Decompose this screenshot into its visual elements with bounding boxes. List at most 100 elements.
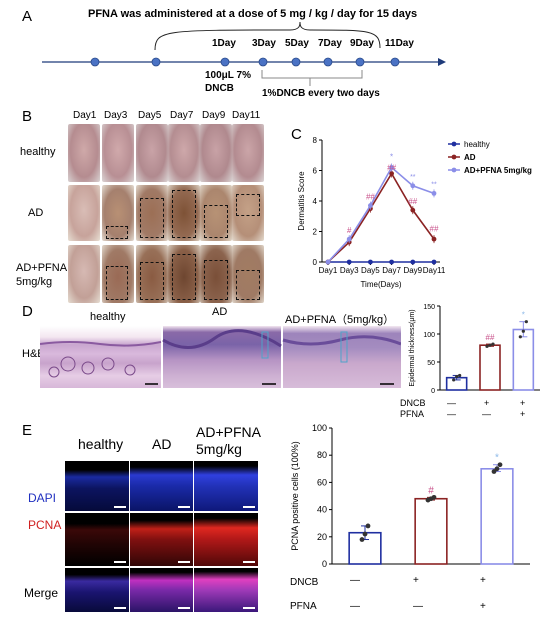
significance-star: * — [390, 152, 393, 161]
series-point — [325, 259, 331, 265]
data-point — [485, 344, 489, 348]
bar — [512, 328, 535, 391]
fl-merge-ad — [130, 568, 193, 612]
fl-merge-pfna — [194, 568, 258, 612]
e-col-ad: AD — [152, 436, 172, 452]
e-row-merge: Merge — [24, 586, 59, 600]
timeline-dot — [220, 57, 230, 67]
fl-merge-healthy — [65, 568, 129, 612]
photo-healthy-day7 — [168, 124, 200, 182]
fl-pcna-ad — [130, 513, 193, 566]
data-point — [524, 320, 528, 324]
day-label-7: 7Day — [318, 38, 342, 49]
dncb-repeat-note: 1%DNCB every two days — [262, 88, 380, 99]
series-point — [368, 259, 373, 265]
series-line — [327, 171, 435, 263]
series-point — [431, 190, 437, 196]
dncb-first-dose: 100μL 7% — [205, 70, 251, 81]
panel-c-label: C — [291, 126, 302, 143]
row-ad-pfna: AD+PFNA — [16, 262, 68, 274]
y-tick-label: 8 — [313, 136, 318, 145]
significance-mark: # — [347, 226, 352, 235]
x-tick-label: Day5 — [361, 266, 380, 275]
y-tick-label: 6 — [313, 167, 318, 176]
d-treat-dncb-1: — — [447, 398, 456, 408]
scale-bar — [243, 561, 255, 563]
series-line — [327, 166, 435, 263]
photo-pfna-day3 — [102, 245, 134, 303]
photo-ad-day5 — [136, 185, 168, 241]
fl-dapi-healthy — [65, 461, 129, 511]
timeline-dot — [323, 57, 333, 67]
data-point — [359, 537, 365, 542]
dermatitis-chart: 0 2 4 6 8 Day1 Day3 Day5 Day7 Day9 Day11 Time(Days)… — [297, 136, 532, 289]
e-treat-pfna-2: — — [413, 601, 423, 612]
e-treat-dncb-label: DNCB — [290, 577, 319, 588]
he-ad-pfna — [283, 326, 401, 388]
e-treat-pfna-label: PFNA — [290, 601, 317, 612]
significance-star: ** — [431, 181, 437, 188]
timeline-dot — [258, 57, 268, 67]
fl-pcna-healthy — [65, 513, 129, 566]
fl-pcna-pfna — [194, 513, 258, 566]
panel-d-label: D — [22, 303, 33, 320]
y-tick-label: 100 — [423, 332, 435, 339]
y-tick-label: 100 — [312, 423, 327, 433]
legend-marker — [451, 154, 457, 160]
day-label-3: 3Day — [252, 38, 276, 49]
panel-a-title: PFNA was administered at a dose of 5 mg … — [88, 8, 418, 20]
e-treat-pfna-3: + — [480, 601, 486, 612]
row-ad: AD — [28, 207, 44, 219]
series-point — [389, 259, 394, 265]
timeline-svg — [42, 21, 446, 86]
scale-bar — [243, 506, 255, 508]
data-point — [497, 462, 503, 468]
series-point — [389, 171, 394, 176]
panel-b-label: B — [22, 108, 33, 125]
d-treat-dncb-label: DNCB — [400, 398, 426, 408]
lesion-box — [140, 262, 164, 300]
data-point — [452, 378, 456, 382]
e-treat-pfna-1: — — [350, 601, 360, 612]
photo-ad-day1 — [68, 185, 100, 241]
lesion-box — [204, 205, 228, 238]
col-day3: Day3 — [104, 110, 128, 121]
col-day7: Day7 — [170, 110, 194, 121]
significance-star: ** — [410, 174, 416, 181]
bar — [479, 344, 501, 391]
e-col-healthy: healthy — [78, 436, 124, 452]
y-tick-label: 50 — [427, 360, 435, 367]
d-treat-dncb-3: + — [520, 398, 526, 408]
he-healthy — [40, 326, 161, 388]
d-treat-dncb-2: + — [484, 398, 490, 408]
photo-healthy-day9 — [200, 124, 232, 182]
e-col-ad-pfna: AD+PFNA — [196, 424, 261, 440]
pcna-chart: 0 20 40 60 80 100 PCNA positive cells (100%) # * — [290, 423, 530, 569]
significance-mark: # — [428, 485, 434, 496]
data-point — [518, 335, 522, 339]
series-point — [431, 259, 437, 265]
data-point — [521, 329, 525, 333]
lesion-box — [140, 198, 164, 238]
photo-pfna-day1 — [68, 245, 100, 303]
y-axis-label: Epidermal thickness(μm) — [409, 309, 416, 386]
data-point — [431, 494, 437, 500]
d-treat-pfna-label: PFNA — [400, 409, 425, 419]
lesion-box — [236, 194, 260, 216]
data-point — [491, 342, 495, 346]
data-point — [362, 531, 368, 537]
e-col-ad-pfna-dose: 5mg/kg — [196, 441, 242, 457]
fl-dapi-pfna — [194, 461, 258, 511]
timeline-dot — [90, 57, 100, 67]
y-axis-label: Dermatitis Score — [297, 171, 306, 231]
photo-pfna-day9 — [200, 245, 232, 303]
panel-e-label: E — [22, 422, 33, 439]
d-col-ad: AD — [212, 306, 228, 318]
timeline-dot — [390, 57, 400, 67]
y-axis-label: PCNA positive cells (100%) — [290, 441, 300, 551]
series-point — [368, 203, 373, 208]
y-tick-label: 80 — [317, 450, 327, 460]
y-tick-label: 0 — [322, 559, 327, 569]
photo-healthy-day5 — [136, 124, 168, 182]
lesion-box — [172, 190, 196, 238]
